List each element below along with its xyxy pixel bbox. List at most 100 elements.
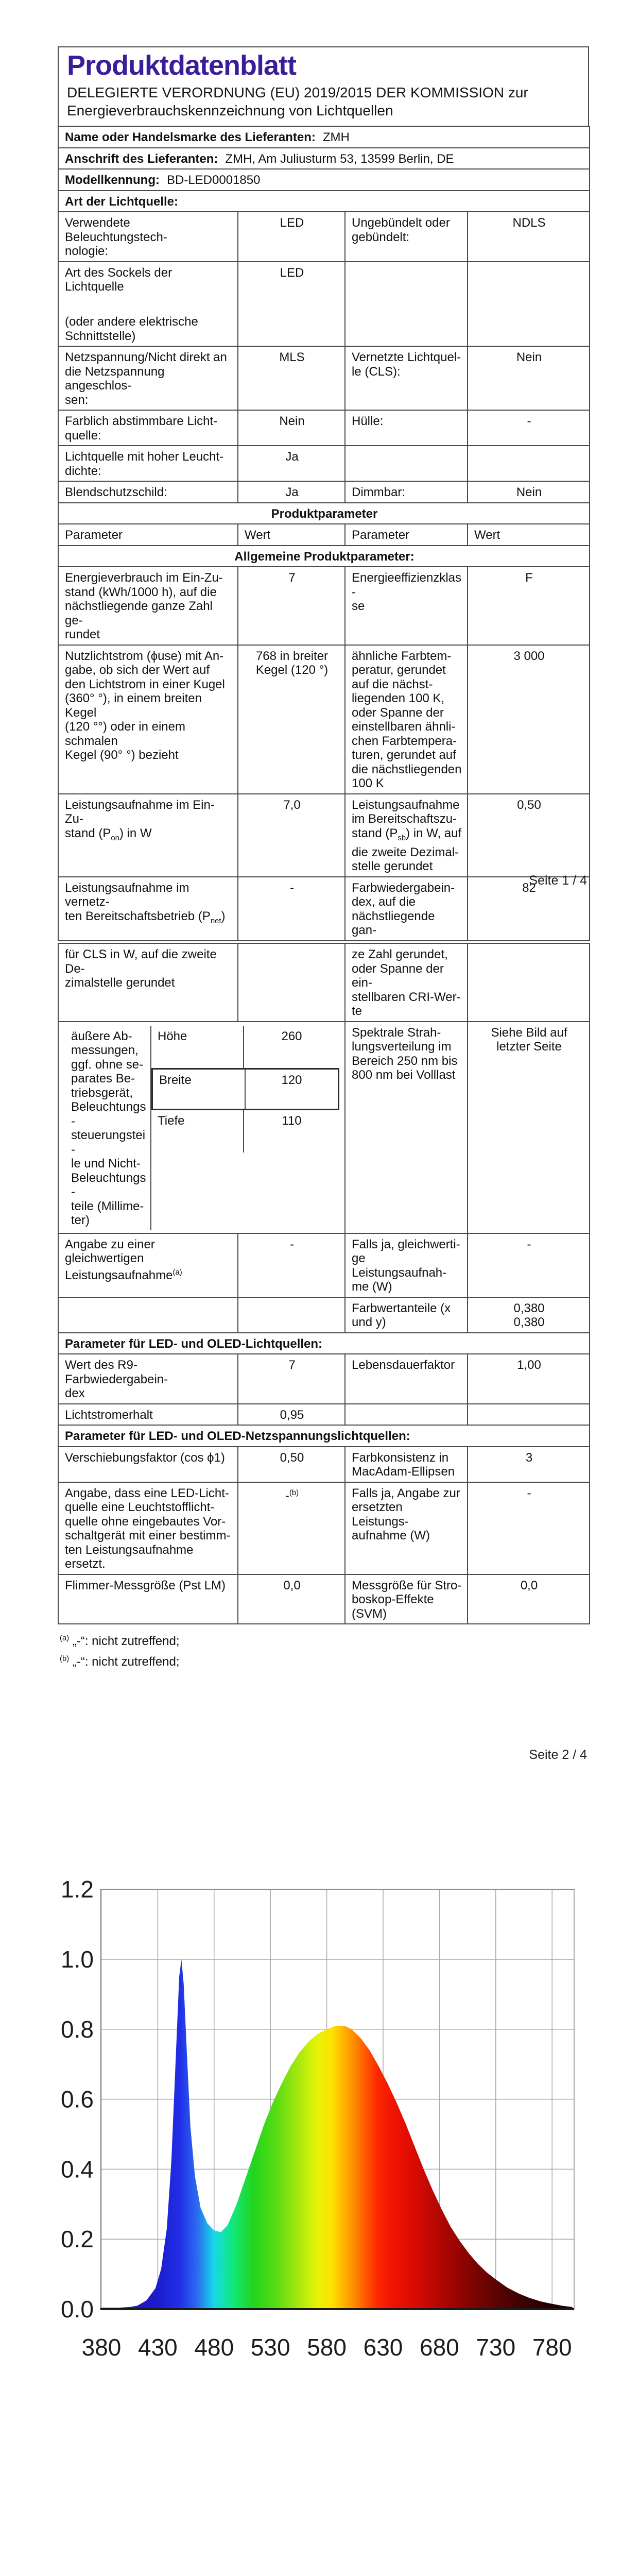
table-row: Lichtstromerhalt 0,95 bbox=[58, 1403, 590, 1426]
parameter-cell: Falls ja, gleichwerti-ge Leistungsaufnah… bbox=[344, 1232, 468, 1298]
parameter-cell: Vernetzte Lichtquel-le (CLS): bbox=[344, 346, 468, 411]
parameter-cell: Blendschutzschild: bbox=[58, 481, 238, 503]
footnote-text: „-“: nicht zutreffend; bbox=[72, 1655, 180, 1669]
product-parameters-table-page1: Verwendete Beleuchtungstech-nologie: LED U… bbox=[58, 211, 590, 941]
section-header-cell: Parameter für LED- und OLED-Netzspannung… bbox=[58, 1425, 590, 1447]
value-cell: -(b) bbox=[237, 1481, 346, 1575]
table-row: Wert des R9-Farbwiedergabein-dex 7 Lebensd… bbox=[58, 1353, 590, 1404]
info-value: ZMH, Am Juliusturm 53, 13599 Berlin, DE bbox=[225, 151, 454, 166]
value-cell: 768 in breiter Kegel (120 °) bbox=[237, 644, 346, 794]
parameter-cell: Energieeffizienzklas-se bbox=[344, 566, 468, 646]
page-3: 0.0 0.2 0.4 0.6 0.8 1.0 1.2 380 430 480 530 580 630 6… bbox=[0, 1834, 639, 2411]
table-row: Farbwertanteile (x und y) 0,380 0,380 bbox=[58, 1296, 590, 1333]
table-row: Leistungsaufnahme im Ein-Zu-stand (Pon) … bbox=[58, 793, 590, 877]
dimension-name: Höhe bbox=[158, 1029, 187, 1043]
page-title: Produktdatenblatt bbox=[67, 50, 297, 81]
parameter-cell: Parameter bbox=[344, 523, 468, 546]
table-row: Name oder Handelsmarke des Lieferanten: Z… bbox=[57, 126, 591, 148]
parameter-cell: ähnliche Farbtem-peratur, gerundet auf di… bbox=[344, 644, 468, 794]
parameter-cell bbox=[344, 1403, 468, 1426]
info-label: Modellkennung: bbox=[65, 173, 160, 187]
regulation-line-1: DELEGIERTE VERORDNUNG (EU) 2019/2015 DER… bbox=[67, 84, 528, 100]
x-tick-label: 530 bbox=[251, 2334, 290, 2361]
spectrum-area bbox=[101, 1959, 573, 2309]
parameter-cell: Lichtstromerhalt bbox=[58, 1403, 238, 1426]
table-row: Energieverbrauch im Ein-Zu-stand (kWh/10… bbox=[58, 566, 590, 646]
y-tick-label: 0.8 bbox=[61, 2016, 94, 2043]
table-row: Parameter für LED- und OLED-Lichtquellen… bbox=[58, 1332, 590, 1354]
x-tick-label: 430 bbox=[138, 2334, 178, 2361]
table-row: Leistungsaufnahme im vernetz-ten Bereits… bbox=[58, 876, 590, 941]
table-row: Modellkennung: BD-LED0001850 bbox=[57, 168, 591, 191]
table-row: Flimmer-Messgröße (Pst LM) 0,0 Messgröße f… bbox=[58, 1573, 590, 1624]
y-tick-label: 0.6 bbox=[61, 2086, 94, 2113]
regulation-line-2: Energieverbrauchskennzeichnung von Licht… bbox=[67, 103, 393, 118]
section-header-cell: Parameter für LED- und OLED-Lichtquellen… bbox=[58, 1332, 590, 1354]
value-cell: - bbox=[467, 1481, 590, 1575]
x-tick-label: 680 bbox=[420, 2334, 459, 2361]
spectral-distribution-chart: 0.0 0.2 0.4 0.6 0.8 1.0 1.2 380 430 480 530 580 630 6… bbox=[61, 1876, 575, 2361]
value-cell: 7,0 bbox=[237, 793, 346, 877]
parameter-cell: Falls ja, Angabe zur ersetzten Leistungs-… bbox=[344, 1481, 468, 1575]
value-cell bbox=[237, 1296, 346, 1333]
page-marker-1: Seite 1 / 4 bbox=[529, 873, 587, 888]
parameter-cell: Messgröße für Stro-boskop-Effekte (SVM) bbox=[344, 1573, 468, 1624]
value-cell bbox=[467, 445, 590, 482]
value-cell: LED bbox=[237, 211, 346, 262]
y-tick-label: 1.2 bbox=[61, 1876, 94, 1903]
parameter-cell bbox=[344, 261, 468, 347]
value-cell: MLS bbox=[237, 346, 346, 411]
value-cell: 0,380 0,380 bbox=[467, 1296, 590, 1333]
parameter-cell: Flimmer-Messgröße (Pst LM) bbox=[58, 1573, 238, 1624]
page-2: für CLS in W, auf die zweite De-zimalste… bbox=[58, 943, 590, 1671]
info-value: ZMH bbox=[322, 130, 350, 144]
dimension-row: Höhe 260 bbox=[151, 1025, 339, 1068]
dimension-row: Breite 120 bbox=[151, 1067, 339, 1110]
value-cell: 0,0 bbox=[237, 1573, 346, 1624]
table-row: Allgemeine Produktparameter: bbox=[58, 545, 590, 567]
parameter-cell: Nutzlichtstrom (ϕuse) mit An-gabe, ob si… bbox=[58, 644, 238, 794]
table-row: Farblich abstimmbare Licht-quelle: Nein Hü… bbox=[58, 410, 590, 446]
info-label: Anschrift des Lieferanten: bbox=[65, 151, 218, 166]
y-tick-label: 0.2 bbox=[61, 2226, 94, 2252]
info-label: Name oder Handelsmarke des Lieferanten: bbox=[65, 130, 316, 144]
value-cell: - bbox=[467, 410, 590, 446]
table-row: Netzspannung/Nicht direkt an die Netzspan… bbox=[58, 346, 590, 411]
x-tick-label: 630 bbox=[364, 2334, 403, 2361]
value-cell bbox=[467, 943, 590, 1022]
value-cell: Ja bbox=[237, 445, 346, 482]
parameter-cell: Hülle: bbox=[344, 410, 468, 446]
parameter-cell: Verschiebungsfaktor (cos ϕ1) bbox=[58, 1446, 238, 1483]
value-cell: 7 bbox=[237, 1353, 346, 1404]
table-row: Anschrift des Lieferanten: ZMH, Am Julius… bbox=[57, 147, 591, 170]
value-cell: Wert bbox=[237, 523, 346, 546]
value-cell: 3 000 bbox=[467, 644, 590, 794]
dimension-value: 120 bbox=[245, 1069, 338, 1109]
value-cell: LED bbox=[237, 261, 346, 347]
footnotes: (a) „-“: nicht zutreffend; (b) „-“: nich… bbox=[58, 1630, 589, 1671]
table-row: Parameter für LED- und OLED-Netzspannung… bbox=[58, 1425, 590, 1447]
value-cell: Ja bbox=[237, 481, 346, 503]
value-cell: 0,50 bbox=[467, 793, 590, 877]
value-cell: Nein bbox=[467, 346, 590, 411]
parameters-table: Verwendete Beleuchtungstech-nologie: LED U… bbox=[58, 211, 590, 941]
value-cell: 0,50 bbox=[237, 1446, 346, 1483]
footnote-marker: (b) bbox=[60, 1655, 70, 1663]
parameter-cell: ze Zahl gerundet, oder Spanne der ein-ste… bbox=[344, 943, 468, 1022]
table-row: Produktparameter bbox=[58, 502, 590, 524]
value-cell: Siehe Bild auf letzter Seite bbox=[467, 1021, 590, 1234]
value-cell: 82 bbox=[467, 876, 590, 941]
parameter-cell: Ungebündelt oder gebündelt: bbox=[344, 211, 468, 262]
dimensions-cell: äußere Ab-messungen, ggf. ohne se-parates… bbox=[58, 1021, 346, 1234]
table-row: Lichtquelle mit hoher Leucht-dichte: Ja bbox=[58, 445, 590, 482]
table-row: Angabe, dass eine LED-Licht-quelle eine … bbox=[58, 1481, 590, 1575]
footnote: (a) „-“: nicht zutreffend; bbox=[60, 1630, 589, 1650]
page-marker-2: Seite 2 / 4 bbox=[529, 1748, 587, 1762]
parameter-cell: Lebensdauerfaktor bbox=[344, 1353, 468, 1404]
y-tick-label: 1.0 bbox=[61, 1946, 94, 1973]
info-value: BD-LED0001850 bbox=[166, 173, 261, 187]
supplier-info-table: Name oder Handelsmarke des Lieferanten: Z… bbox=[57, 126, 591, 212]
dimension-name: Breite bbox=[159, 1073, 192, 1087]
parameter-cell: Lichtquelle mit hoher Leucht-dichte: bbox=[58, 445, 238, 482]
table-row: Parameter Wert Parameter Wert bbox=[58, 523, 590, 546]
